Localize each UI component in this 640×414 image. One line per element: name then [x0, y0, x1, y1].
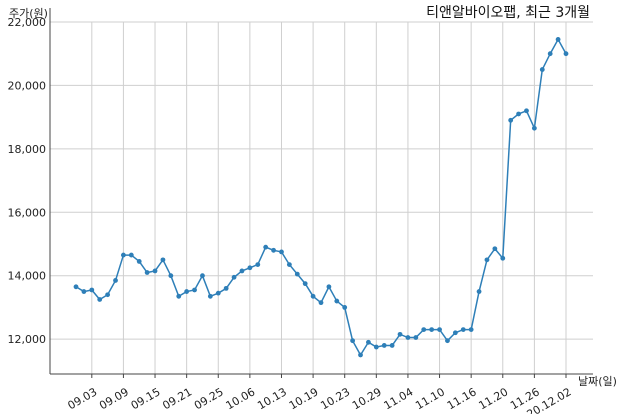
data-point	[539, 67, 545, 72]
data-point	[89, 287, 95, 293]
y-tick-label: 18,000	[8, 143, 47, 156]
data-point	[200, 273, 205, 279]
x-tick-label: 09.21	[160, 385, 194, 412]
grid	[50, 21, 593, 374]
data-point	[231, 274, 237, 280]
data-point	[524, 108, 529, 114]
data-point	[350, 338, 356, 344]
data-point	[263, 244, 269, 250]
data-point	[476, 289, 482, 294]
data-point	[563, 51, 569, 57]
y-tick-label: 14,000	[8, 270, 47, 283]
data-point	[279, 249, 284, 255]
data-point	[373, 344, 379, 350]
data-point	[484, 257, 490, 263]
data-point	[452, 330, 458, 336]
data-point	[223, 285, 229, 291]
data-point	[437, 327, 442, 333]
y-tick-label: 16,000	[8, 206, 47, 219]
x-tick-label: 10.13	[255, 385, 289, 412]
data-point	[286, 262, 292, 267]
data-point	[445, 338, 450, 344]
x-tick-label: 09.09	[97, 385, 131, 412]
data-point	[207, 293, 213, 299]
data-point	[294, 271, 300, 277]
data-point	[381, 343, 387, 348]
data-point	[429, 327, 435, 333]
data-point	[310, 293, 316, 299]
data-point	[531, 125, 537, 131]
data-point	[326, 284, 332, 290]
data-point	[73, 284, 79, 290]
x-tick-label: 09.25	[192, 385, 226, 412]
x-tick-label: 09.15	[129, 385, 163, 412]
data-point	[508, 117, 514, 123]
x-tick-label: 10.06	[224, 385, 258, 412]
data-point	[460, 327, 466, 333]
data-point	[136, 259, 142, 264]
data-point	[555, 37, 561, 42]
data-point	[128, 252, 134, 258]
data-point	[247, 265, 253, 271]
data-point	[547, 51, 553, 57]
series-line	[75, 37, 567, 357]
data-point	[342, 305, 348, 310]
data-point	[516, 111, 521, 117]
data-point	[121, 252, 126, 258]
data-point	[81, 289, 87, 294]
data-point	[405, 335, 411, 340]
data-point	[334, 298, 340, 304]
y-tick-label: 20,000	[8, 79, 47, 92]
data-point	[113, 278, 118, 283]
data-point	[500, 255, 506, 261]
x-tick-label: 10.19	[287, 385, 321, 412]
data-point	[366, 339, 371, 345]
data-point	[160, 257, 166, 263]
data-point	[302, 281, 308, 287]
data-point	[389, 343, 395, 348]
data-point	[413, 335, 419, 340]
data-point	[144, 270, 150, 275]
data-point	[176, 293, 182, 299]
x-tick-label: 11.20	[476, 385, 510, 412]
data-point	[318, 300, 324, 306]
data-point	[492, 246, 498, 252]
x-tick-label: 11.16	[445, 385, 479, 412]
data-point	[192, 287, 197, 293]
y-tick-label: 22,000	[8, 16, 47, 29]
data-point	[184, 289, 190, 294]
x-tick-label: 09.03	[66, 385, 100, 412]
data-point	[271, 247, 276, 253]
data-point	[239, 268, 245, 274]
y-axis-label: 주가(원)	[9, 7, 48, 20]
data-point	[421, 327, 427, 333]
data-point	[152, 268, 158, 274]
data-point	[97, 297, 103, 302]
x-tick-label: 10.23	[318, 385, 352, 412]
x-tick-label: 10.29	[350, 385, 384, 412]
x-tick-label: 11.04	[382, 385, 416, 412]
chart-title: 티앤알바이오팹, 최근 3개월	[426, 5, 590, 21]
y-tick-label: 12,000	[8, 333, 47, 346]
data-point	[105, 292, 111, 298]
data-point	[168, 273, 174, 279]
series-layer	[73, 37, 569, 358]
data-point	[215, 290, 221, 296]
data-point	[397, 331, 403, 337]
x-axis-label: 날짜(일)	[578, 374, 617, 388]
data-point	[468, 327, 474, 333]
data-point	[358, 352, 363, 358]
data-point	[255, 262, 261, 267]
x-tick-label: 11.10	[413, 385, 447, 412]
